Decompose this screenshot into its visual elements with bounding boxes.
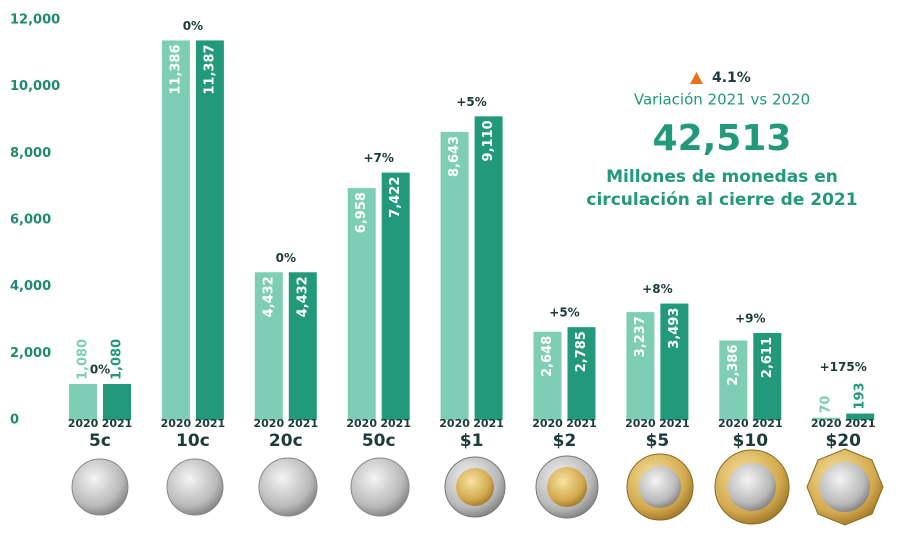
x-tick-label: 5c <box>89 431 111 451</box>
bar <box>195 40 224 420</box>
y-tick-label: 10,000 <box>10 79 60 94</box>
bar <box>381 172 410 420</box>
bar <box>288 272 317 420</box>
change-label: +9% <box>735 311 765 325</box>
bar <box>69 384 97 420</box>
x-tick-label: 50c <box>362 431 396 451</box>
total-label: Millones de monedas en <box>606 167 838 187</box>
x-tick-label: $10 <box>733 431 769 451</box>
year-label: 2020 <box>253 417 284 430</box>
x-tick-label: 10c <box>176 431 210 451</box>
change-label: +5% <box>549 306 579 320</box>
year-label: 2021 <box>473 417 504 430</box>
bar <box>567 327 596 420</box>
bar <box>660 303 689 420</box>
x-tick-label: $1 <box>460 431 484 451</box>
value-label: 4,432 <box>261 276 276 317</box>
value-label: 193 <box>853 382 868 409</box>
bar <box>626 312 655 420</box>
year-label: 2021 <box>659 417 690 430</box>
summary: 4.1% Variación 2021 vs 2020 42,513 Millo… <box>586 70 857 210</box>
change-label: +8% <box>642 282 672 296</box>
value-label: 2,386 <box>726 344 741 385</box>
year-label: 2021 <box>566 417 597 430</box>
year-label: 2020 <box>625 417 656 430</box>
change-label: 0% <box>90 363 110 377</box>
y-tick-label: 8,000 <box>10 146 51 161</box>
y-tick-label: 2,000 <box>10 346 51 361</box>
change-label: +5% <box>456 95 486 109</box>
value-label: 8,643 <box>447 136 462 177</box>
value-label: 6,958 <box>354 192 369 233</box>
bar <box>103 384 131 420</box>
bar <box>719 340 748 420</box>
y-tick-label: 12,000 <box>10 13 60 28</box>
x-tick-label: $5 <box>646 431 670 451</box>
up-arrow <box>690 72 703 84</box>
bar <box>812 417 841 420</box>
value-label: 4,432 <box>295 276 310 317</box>
change-label: 0% <box>276 251 296 265</box>
year-label: 2021 <box>845 417 876 430</box>
bar <box>440 131 469 420</box>
bar <box>474 116 503 420</box>
bar <box>753 332 782 420</box>
year-label: 2021 <box>195 417 226 430</box>
change-label: 0% <box>183 19 203 33</box>
x-tick-label: 20c <box>269 431 303 451</box>
total-label: circulación al cierre de 2021 <box>586 190 857 210</box>
value-label: 2,648 <box>540 336 555 377</box>
total: 42,513 <box>653 118 792 159</box>
x-tick-label: $2 <box>553 431 577 451</box>
coins <box>71 448 884 526</box>
year-label: 2020 <box>811 417 842 430</box>
value-label: 1,080 <box>110 339 125 380</box>
year-label: 2020 <box>439 417 470 430</box>
value-label: 11,386 <box>168 44 183 94</box>
y-tick-label: 0 <box>10 413 19 428</box>
bar <box>254 272 283 420</box>
value-label: 70 <box>819 396 834 414</box>
year-label: 2020 <box>532 417 563 430</box>
year-label: 2020 <box>161 417 192 430</box>
year-label: 2021 <box>752 417 783 430</box>
value-label: 11,387 <box>202 44 217 94</box>
bar <box>533 331 562 420</box>
value-label: 1,080 <box>76 339 91 380</box>
value-label: 7,422 <box>388 177 403 218</box>
value-label: 3,237 <box>633 316 648 357</box>
bar <box>846 413 875 420</box>
year-label: 2021 <box>287 417 318 430</box>
change-label: +175% <box>820 360 867 374</box>
value-label: 2,611 <box>760 337 775 378</box>
change-label: Variación 2021 vs 2020 <box>634 91 810 109</box>
change-total: 4.1% <box>712 70 751 86</box>
value-label: 9,110 <box>481 120 496 161</box>
year-label: 2021 <box>380 417 411 430</box>
year-label: 2020 <box>68 417 99 430</box>
value-label: 3,493 <box>667 308 682 349</box>
bar <box>347 188 376 420</box>
year-label: 2021 <box>102 417 133 430</box>
x-tick-label: $20 <box>825 431 861 451</box>
y-tick-label: 6,000 <box>10 213 51 228</box>
value-label: 2,785 <box>574 331 589 372</box>
bar <box>161 40 190 420</box>
y-tick-label: 4,000 <box>10 279 51 294</box>
year-label: 2020 <box>718 417 749 430</box>
change-label: +7% <box>363 151 393 165</box>
year-label: 2020 <box>346 417 377 430</box>
